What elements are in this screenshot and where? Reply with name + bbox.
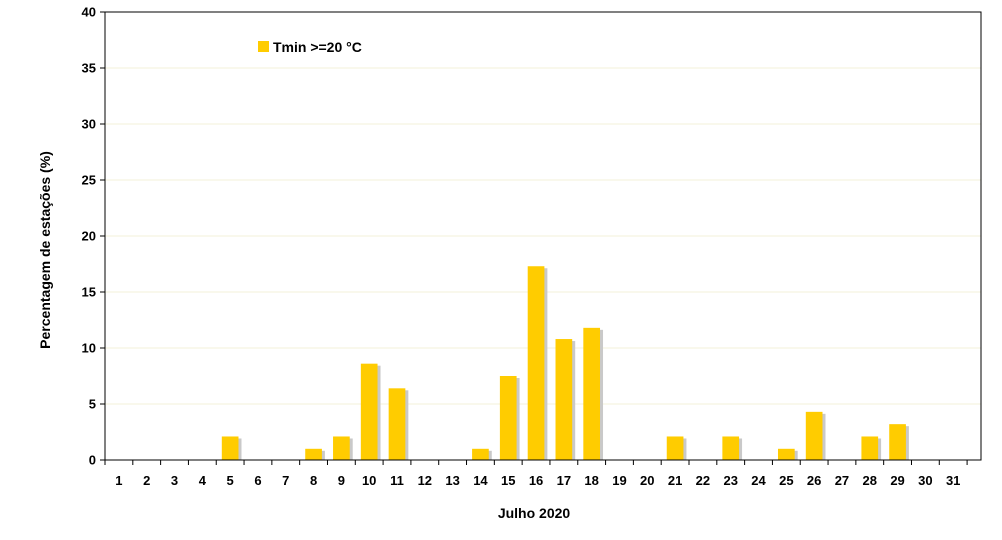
- y-tick-label: 40: [82, 5, 96, 20]
- x-tick-label: 23: [723, 473, 737, 488]
- x-tick-label: 14: [473, 473, 488, 488]
- y-axis-title: Percentagem de estações (%): [37, 151, 53, 349]
- x-tick-label: 30: [918, 473, 932, 488]
- legend-swatch: [258, 41, 269, 52]
- x-tick-label: 15: [501, 473, 515, 488]
- x-tick-label: 6: [254, 473, 261, 488]
- x-tick-label: 1: [115, 473, 122, 488]
- x-tick-label: 11: [390, 473, 404, 488]
- x-tick-label: 10: [362, 473, 376, 488]
- x-tick-labels: 1 2 3 4 5 6 7 8 9 10 11 12 13 14 15 16 17 18 19 20 21 22 23 24 2…: [104, 460, 968, 488]
- x-tick-label: 20: [640, 473, 654, 488]
- bars: [221, 266, 909, 460]
- x-axis-title: Julho 2020: [498, 505, 571, 521]
- y-tick-labels: 0 5 10 15 20 25 30 35 40: [82, 5, 105, 468]
- bar-day-14: [472, 448, 489, 460]
- y-tick-label: 15: [82, 285, 96, 300]
- x-tick-label: 19: [612, 473, 626, 488]
- x-tick-label: 8: [310, 473, 317, 488]
- x-tick-label: 13: [445, 473, 459, 488]
- x-tick-label: 7: [282, 473, 289, 488]
- x-tick-label: 3: [171, 473, 178, 488]
- bar-day-8: [305, 448, 322, 460]
- bar-day-17: [555, 339, 573, 460]
- x-tick-label: 24: [751, 473, 766, 488]
- x-tick-label: 29: [890, 473, 904, 488]
- x-tick-label: 31: [946, 473, 960, 488]
- y-tick-label: 35: [82, 61, 96, 76]
- bar-day-15: [499, 376, 517, 460]
- x-tick-label: 9: [338, 473, 345, 488]
- legend-label: Tmin >=20 °C: [273, 39, 362, 55]
- x-tick-label: 4: [199, 473, 207, 488]
- x-tick-label: 21: [668, 473, 682, 488]
- x-tick-label: 22: [696, 473, 710, 488]
- y-tick-label: 30: [82, 117, 96, 132]
- y-tick-label: 0: [89, 453, 96, 468]
- x-tick-label: 17: [557, 473, 571, 488]
- bar-day-25: [777, 448, 795, 460]
- y-tick-label: 5: [89, 397, 96, 412]
- x-tick-label: 5: [227, 473, 234, 488]
- y-tick-label: 20: [82, 229, 96, 244]
- x-tick-label: 16: [529, 473, 543, 488]
- bar-day-28: [861, 436, 879, 460]
- bar-day-29: [889, 424, 906, 460]
- bar-day-26: [805, 411, 823, 460]
- bar-day-11: [388, 388, 406, 460]
- legend: Tmin >=20 °C: [258, 39, 362, 55]
- bar-day-23: [722, 436, 740, 460]
- x-tick-label: 25: [779, 473, 793, 488]
- y-tick-label: 25: [82, 173, 96, 188]
- bar-day-18: [583, 327, 601, 460]
- bar-day-9: [333, 436, 350, 460]
- bar-day-10: [360, 363, 378, 460]
- x-tick-label: 2: [143, 473, 150, 488]
- bar-day-5: [221, 436, 239, 460]
- bar-day-16: [527, 266, 545, 460]
- bar-day-21: [666, 436, 684, 460]
- x-tick-label: 28: [863, 473, 877, 488]
- x-tick-label: 27: [835, 473, 849, 488]
- x-tick-label: 12: [418, 473, 432, 488]
- x-tick-label: 26: [807, 473, 821, 488]
- x-tick-label: 18: [584, 473, 598, 488]
- y-tick-label: 10: [82, 341, 96, 356]
